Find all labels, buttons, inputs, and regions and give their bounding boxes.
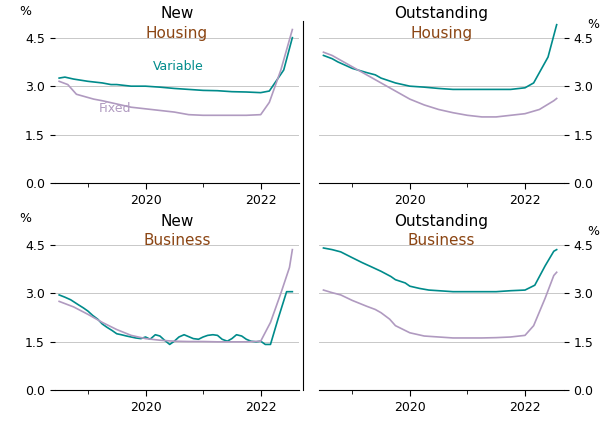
Y-axis label: %: %	[19, 212, 31, 225]
Text: Outstanding: Outstanding	[395, 6, 488, 21]
Text: Fixed: Fixed	[99, 103, 131, 115]
Text: Business: Business	[143, 233, 211, 248]
Text: Housing: Housing	[146, 26, 208, 41]
Y-axis label: %: %	[587, 225, 599, 239]
Text: Variable: Variable	[153, 60, 203, 73]
Y-axis label: %: %	[587, 18, 599, 31]
Text: Housing: Housing	[410, 26, 472, 41]
Text: New: New	[160, 6, 193, 21]
Text: Business: Business	[407, 233, 475, 248]
Text: Outstanding: Outstanding	[395, 214, 488, 229]
Y-axis label: %: %	[19, 5, 31, 18]
Text: New: New	[160, 214, 193, 229]
